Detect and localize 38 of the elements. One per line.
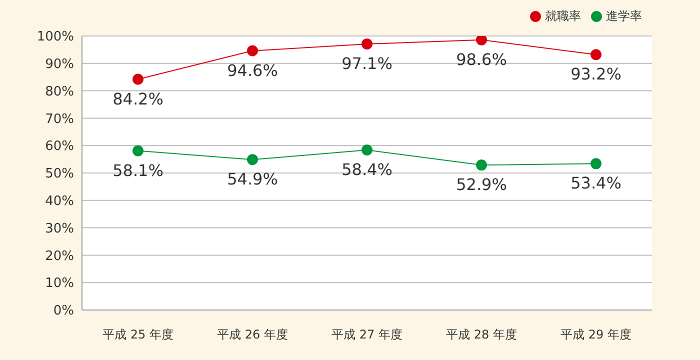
data-label: 84.2% [112, 89, 164, 108]
y-tick-label: 20% [45, 248, 74, 264]
point [590, 49, 602, 60]
data-label: 54.9% [227, 170, 278, 189]
y-tick-label: 0% [53, 304, 74, 319]
point [247, 45, 258, 56]
point [132, 145, 144, 156]
data-label: 98.6% [456, 50, 507, 69]
point [362, 144, 372, 156]
data-label: 52.9% [456, 175, 507, 194]
x-tick-label: 平成 27 年度 [332, 328, 402, 342]
point [132, 74, 144, 85]
x-tick-label: 平成 28 年度 [446, 328, 517, 342]
data-label: 93.2% [570, 64, 622, 84]
data-label: 97.1% [342, 54, 392, 73]
x-tick-label: 平成 26 年度 [217, 328, 288, 342]
point [590, 158, 602, 170]
x-tick-label: 平成 29 年度 [560, 328, 632, 342]
y-tick-label: 30% [45, 221, 74, 236]
y-tick-label: 40% [45, 194, 74, 210]
legend-label: 進学率 [606, 9, 642, 23]
y-tick-label: 50% [45, 166, 74, 182]
data-label: 94.6% [227, 60, 278, 80]
point [476, 160, 487, 171]
point [362, 38, 372, 50]
y-tick-label: 80% [45, 84, 74, 100]
x-tick-label: 平成 25 年度 [102, 328, 174, 342]
y-tick-label: 100% [36, 30, 74, 45]
point [247, 154, 258, 166]
y-tick-label: 60% [45, 139, 74, 154]
y-tick-label: 90% [45, 57, 74, 72]
data-label: 58.4% [342, 160, 392, 179]
data-label: 53.4% [570, 174, 622, 193]
y-tick-label: 70% [45, 112, 74, 127]
data-label: 58.1% [112, 160, 164, 180]
y-tick-label: 10% [45, 276, 74, 292]
legend-label: 就職率 [545, 9, 581, 23]
point [476, 36, 487, 46]
